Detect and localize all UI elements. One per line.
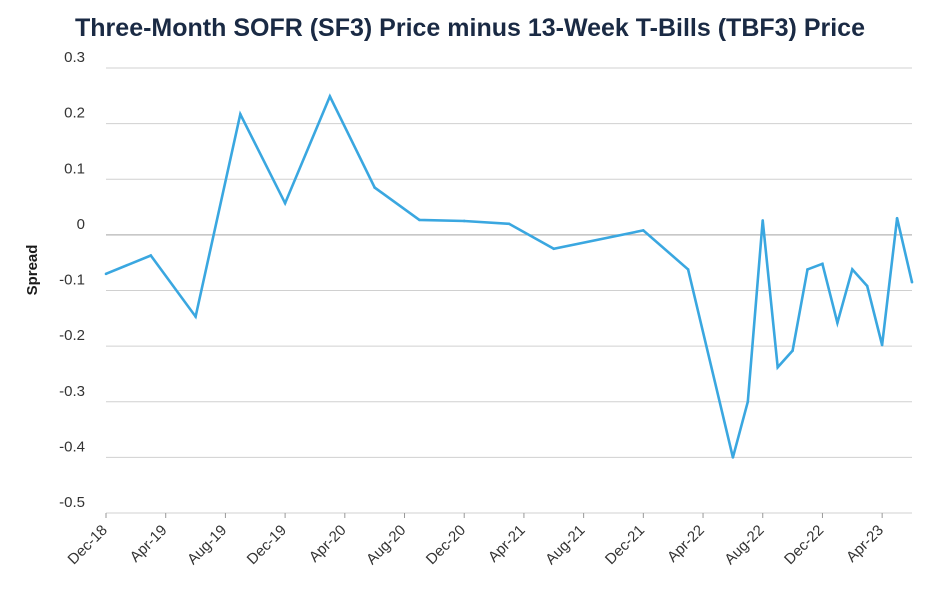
data-point [806, 268, 809, 271]
x-tick-label: Aug-19 [184, 522, 230, 568]
data-point [373, 186, 376, 189]
x-tick-label: Dec-22 [781, 522, 827, 568]
x-tick-label: Apr-21 [485, 522, 529, 566]
data-point [149, 254, 153, 257]
data-point [821, 262, 824, 266]
x-tick-label: Apr-20 [306, 522, 350, 566]
y-tick-label: 0.3 [64, 49, 85, 66]
data-point [194, 315, 197, 318]
data-point [418, 218, 421, 222]
data-point [507, 222, 511, 226]
data-point [328, 95, 332, 98]
x-tick-label: Dec-19 [244, 522, 290, 568]
data-point [642, 229, 645, 232]
data-point [462, 219, 466, 223]
data-point [850, 268, 854, 271]
y-tick-label: 0.2 [64, 105, 85, 122]
x-tick-label: Apr-22 [664, 522, 708, 566]
x-axis-ticks: Dec-18 Apr-19 Aug-19 Dec-19 Apr-20 Aug-20 Dec-… [65, 513, 887, 568]
x-tick-label: Dec-21 [602, 522, 648, 568]
data-point [865, 284, 869, 288]
gridlines [106, 67, 912, 514]
data-point [686, 268, 690, 271]
x-tick-label: Aug-20 [363, 522, 409, 568]
series-lines [104, 93, 914, 459]
data-point [910, 280, 914, 284]
y-tick-label: -0.5 [59, 494, 85, 511]
x-tick-label: Apr-23 [843, 522, 887, 566]
y-axis-label: Spread [24, 245, 41, 296]
data-point [746, 400, 750, 404]
data-point [791, 349, 794, 352]
x-tick-label: Aug-22 [721, 522, 767, 568]
y-tick-label: 0.1 [64, 160, 85, 177]
data-point [761, 219, 765, 222]
y-tick-label: -0.4 [59, 438, 85, 455]
x-tick-label: Dec-18 [65, 522, 111, 568]
data-point [880, 343, 884, 347]
x-tick-label: Aug-21 [542, 522, 588, 568]
series-line [105, 93, 914, 458]
data-point [776, 365, 779, 369]
chart-title: Three-Month SOFR (SF3) Price minus 13-We… [75, 14, 865, 42]
data-point [836, 321, 839, 325]
data-point [731, 456, 735, 459]
data-point [895, 216, 899, 220]
y-axis-ticks: 0.3 0.2 0.1 0 -0.1 -0.2 -0.3 -0.4 -0.5 [59, 49, 85, 511]
data-point [283, 201, 287, 205]
x-tick-label: Apr-19 [127, 522, 171, 566]
data-point [104, 272, 108, 276]
y-tick-label: -0.1 [59, 272, 85, 289]
x-tick-label: Dec-20 [423, 522, 469, 568]
data-point [239, 112, 242, 116]
data-point [552, 247, 556, 251]
y-tick-label: -0.2 [59, 327, 85, 344]
y-tick-label: -0.3 [59, 383, 85, 400]
y-tick-label: 0 [77, 216, 85, 233]
